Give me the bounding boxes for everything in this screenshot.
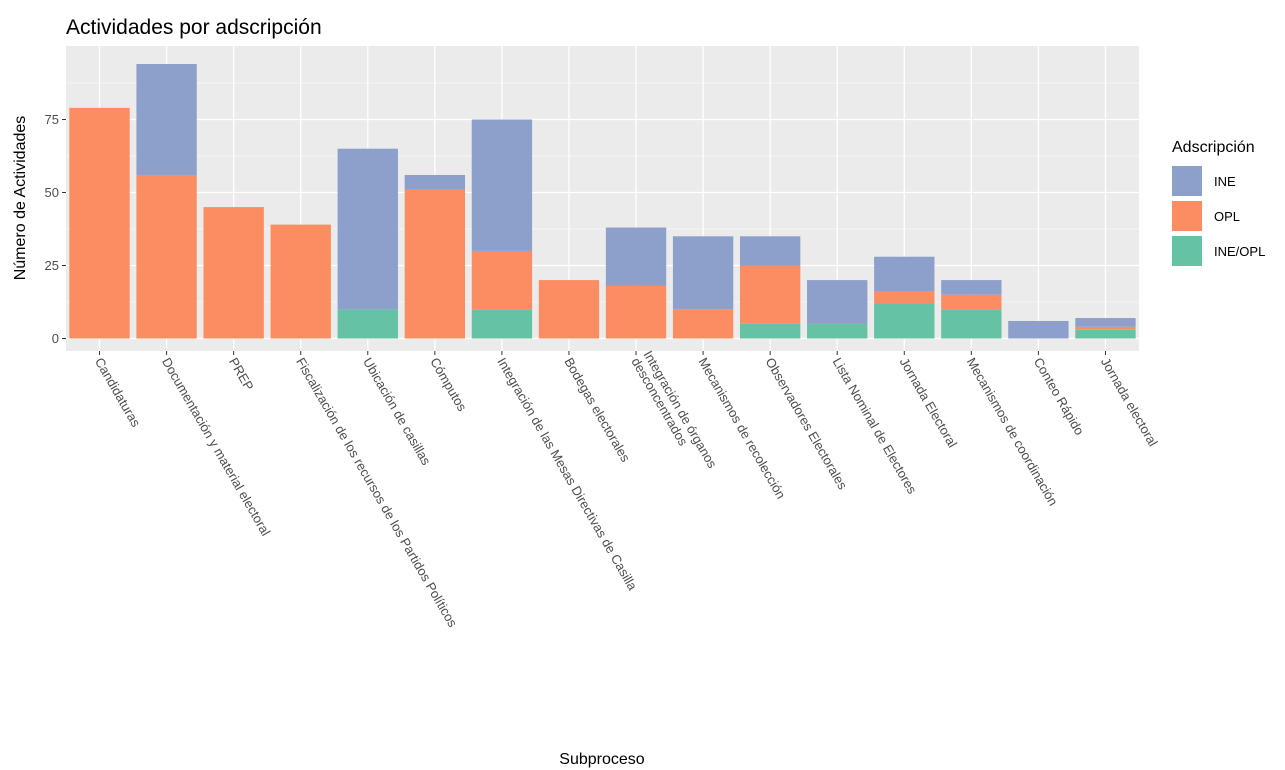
y-axis-title: Número de Actividades	[12, 116, 29, 281]
bar-segment	[1008, 320, 1069, 339]
bar-segment	[471, 119, 533, 251]
bar-segment	[941, 280, 1002, 295]
bar-segment	[605, 227, 667, 286]
bar-segment	[1075, 326, 1136, 330]
bar-segment	[874, 256, 935, 292]
bar-segment	[941, 309, 1002, 339]
bar-segment	[672, 309, 734, 339]
y-tick-label: 25	[45, 258, 59, 273]
bar-segment	[1075, 318, 1136, 327]
legend: Adscripción INE OPL INE/OPL	[1172, 139, 1265, 266]
bar-segment	[739, 236, 801, 266]
bar-segment	[337, 148, 398, 310]
bars	[69, 64, 1136, 339]
bar-segment	[941, 294, 1002, 310]
bar-segment	[739, 265, 801, 324]
legend-label: OPL	[1214, 209, 1240, 224]
legend-key	[1172, 236, 1202, 266]
bar-segment	[270, 224, 331, 339]
y-axis: 0 25 50 75	[45, 112, 66, 346]
bar-segment	[404, 174, 466, 190]
legend-key	[1172, 201, 1202, 231]
bar-segment	[69, 107, 130, 339]
bar-segment	[337, 309, 398, 339]
bar-segment	[807, 280, 868, 324]
y-tick-label: 75	[45, 112, 59, 127]
x-axis-title: Subproceso	[559, 751, 644, 768]
legend-key	[1172, 166, 1202, 196]
legend-title: Adscripción	[1172, 139, 1255, 156]
bar-segment	[471, 309, 533, 339]
bar-segment	[672, 236, 734, 310]
bar-segment	[1075, 329, 1136, 339]
bar-segment	[807, 323, 868, 339]
chart-title: Actividades por adscripción	[66, 16, 322, 39]
bar-segment	[739, 323, 801, 339]
bar-segment	[471, 250, 533, 310]
bar-segment	[404, 189, 466, 339]
bar-segment	[874, 291, 935, 304]
bar-segment	[605, 285, 667, 339]
bar-segment	[874, 303, 935, 339]
legend-label: INE/OPL	[1214, 244, 1265, 259]
bar-segment	[136, 64, 197, 175]
y-tick-label: 0	[52, 331, 59, 346]
y-tick-label: 50	[45, 185, 59, 200]
bar-segment	[203, 207, 264, 339]
bar-segment	[538, 280, 600, 339]
bar-segment	[136, 174, 197, 339]
legend-label: INE	[1214, 174, 1236, 189]
